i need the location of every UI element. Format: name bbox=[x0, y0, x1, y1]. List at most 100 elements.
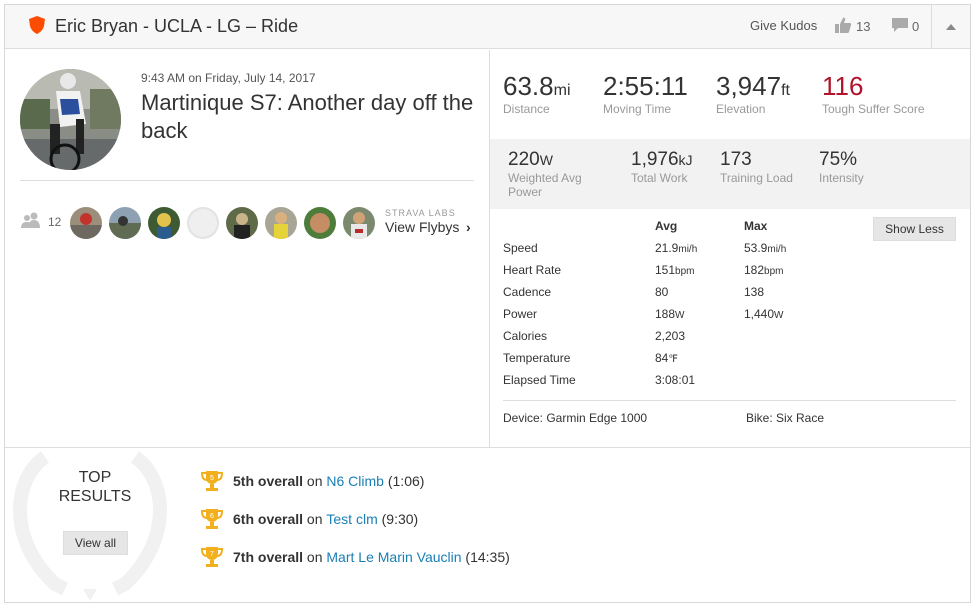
stat-row-avg: 84℉ bbox=[655, 351, 678, 365]
stat-row-avg: 2,203 bbox=[655, 329, 685, 343]
trophy-icon: 7 bbox=[201, 547, 223, 567]
stat-row-avg: 80 bbox=[655, 285, 668, 299]
result-on: on bbox=[306, 549, 323, 565]
thumbs-up-icon[interactable] bbox=[835, 17, 851, 33]
stat-row-avg-value: 188 bbox=[655, 307, 676, 321]
stat-row-max-value: 138 bbox=[744, 285, 765, 299]
stat-value: 173 bbox=[720, 149, 752, 170]
stat-value: 3,947 bbox=[716, 71, 782, 101]
result-place: 5th overall bbox=[233, 473, 304, 489]
divider bbox=[20, 180, 474, 181]
athlete-avatar[interactable] bbox=[20, 69, 121, 170]
result-place: 6th overall bbox=[233, 511, 304, 527]
group-icon[interactable] bbox=[21, 212, 43, 228]
athlete-thumb[interactable] bbox=[304, 207, 336, 239]
stat-row-max: 53.9mi/h bbox=[744, 241, 786, 255]
trophy-rank: 6 bbox=[210, 513, 214, 520]
stat-unit: mi bbox=[553, 82, 571, 99]
stat-value: 220 bbox=[508, 149, 540, 170]
stat-row-avg-value: 2,203 bbox=[655, 329, 686, 343]
result-item: 7 7th overall on Mart Le Marin Vauclin (1… bbox=[201, 546, 510, 568]
group-count[interactable]: 12 bbox=[48, 215, 62, 229]
view-all-button[interactable]: View all bbox=[63, 531, 128, 555]
bike-info[interactable]: Bike: Six Race bbox=[746, 411, 825, 425]
stat-row-avg-value: 3:08:01 bbox=[655, 373, 696, 387]
stat-value: 75% bbox=[819, 149, 858, 170]
stat-value: 1,976 bbox=[631, 149, 679, 170]
stat-label: Total Work bbox=[631, 171, 688, 185]
athlete-thumb[interactable] bbox=[187, 207, 219, 239]
trophy-icon: 6 bbox=[201, 509, 223, 529]
comment-count[interactable]: 0 bbox=[912, 19, 920, 34]
stat-row-label: Cadence bbox=[503, 285, 552, 299]
stat-suffer-score[interactable]: 116 Tough Suffer Score bbox=[822, 71, 932, 116]
stat-row-label: Power bbox=[503, 307, 538, 321]
stat-row-label: Temperature bbox=[503, 351, 571, 365]
athlete-thumb[interactable] bbox=[148, 207, 180, 239]
stat-row-max: 138 bbox=[744, 285, 764, 299]
stat-training-load: 173 Training Load bbox=[720, 149, 793, 185]
activity-card: Eric Bryan - UCLA - LG – Ride Give Kudos… bbox=[4, 4, 971, 603]
result-item: 5 5th overall on N6 Climb (1:06) bbox=[201, 470, 424, 492]
trophy-rank: 5 bbox=[210, 475, 214, 482]
shield-icon bbox=[29, 16, 45, 34]
stat-label: Weighted Avg Power bbox=[508, 171, 582, 199]
result-on: on bbox=[306, 473, 323, 489]
stat-label: Elevation bbox=[716, 102, 766, 116]
stat-row-avg-unit: ℉ bbox=[668, 354, 678, 365]
activity-title: Martinique S7: Another day off the back bbox=[141, 90, 474, 143]
trophy-rank: 7 bbox=[210, 551, 214, 558]
stat-value: 116 bbox=[822, 71, 864, 101]
secondary-stats-band bbox=[490, 139, 970, 209]
stat-row-max-value: 182 bbox=[744, 263, 765, 277]
result-item: 6 6th overall on Test clm (9:30) bbox=[201, 508, 418, 530]
stat-elevation: 3,947ft Elevation bbox=[716, 71, 790, 116]
athlete-thumb[interactable] bbox=[343, 207, 375, 239]
max-column-header: Max bbox=[744, 219, 768, 233]
stat-row-label: Calories bbox=[503, 329, 548, 343]
stat-weighted-power: 220W Weighted Avg Power bbox=[508, 149, 608, 199]
athlete-thumb[interactable] bbox=[226, 207, 258, 239]
result-time: (1:06) bbox=[387, 473, 425, 489]
divider bbox=[5, 447, 970, 448]
show-less-button[interactable]: Show Less bbox=[873, 217, 956, 241]
stat-row-label: Elapsed Time bbox=[503, 373, 576, 387]
stat-row-avg: 151bpm bbox=[655, 263, 694, 277]
stat-row-max: 1,440W bbox=[744, 307, 783, 321]
athlete-thumb[interactable] bbox=[70, 207, 102, 239]
kudos-count[interactable]: 13 bbox=[856, 19, 871, 34]
stat-row-avg-value: 84 bbox=[655, 351, 669, 365]
segment-link[interactable]: N6 Climb bbox=[326, 473, 384, 489]
athlete-thumb[interactable] bbox=[109, 207, 141, 239]
stat-row-avg-unit: W bbox=[675, 310, 685, 321]
trophy-icon: 5 bbox=[201, 471, 223, 491]
activity-owner-title: Eric Bryan - UCLA - LG – Ride bbox=[55, 16, 299, 36]
stat-label: Tough Suffer Score bbox=[822, 102, 925, 116]
stat-total-work: 1,976kJ Total Work bbox=[631, 149, 693, 185]
device-info: Device: Garmin Edge 1000 bbox=[503, 411, 648, 425]
stat-row-label: Heart Rate bbox=[503, 263, 562, 277]
result-on: on bbox=[306, 511, 323, 527]
athlete-thumb[interactable] bbox=[265, 207, 297, 239]
stat-label: Distance bbox=[503, 102, 550, 116]
stat-label: Training Load bbox=[720, 171, 793, 185]
result-time: (9:30) bbox=[381, 511, 419, 527]
stat-row-avg-value: 80 bbox=[655, 285, 669, 299]
stat-intensity: 75% Intensity bbox=[819, 149, 864, 185]
panel-divider bbox=[489, 50, 490, 447]
laurel-wreath-icon bbox=[13, 451, 167, 601]
give-kudos-button[interactable]: Give Kudos bbox=[750, 18, 818, 33]
chevron-right-icon[interactable]: › bbox=[466, 219, 471, 235]
segment-link[interactable]: Mart Le Marin Vauclin bbox=[326, 549, 462, 565]
activity-datetime: 9:43 AM on Friday, July 14, 2017 bbox=[141, 71, 316, 85]
collapse-button[interactable] bbox=[932, 5, 970, 49]
strava-labs-label: STRAVA LABS bbox=[385, 208, 456, 218]
comment-icon[interactable] bbox=[892, 18, 908, 33]
divider bbox=[503, 400, 956, 401]
athlete-photo bbox=[20, 69, 121, 170]
result-time: (14:35) bbox=[465, 549, 510, 565]
view-flybys-link[interactable]: View Flybys bbox=[385, 219, 460, 235]
segment-link[interactable]: Test clm bbox=[326, 511, 378, 527]
stat-moving-time: 2:55:11 Moving Time bbox=[603, 71, 688, 116]
stat-row-max-value: 53.9 bbox=[744, 241, 768, 255]
